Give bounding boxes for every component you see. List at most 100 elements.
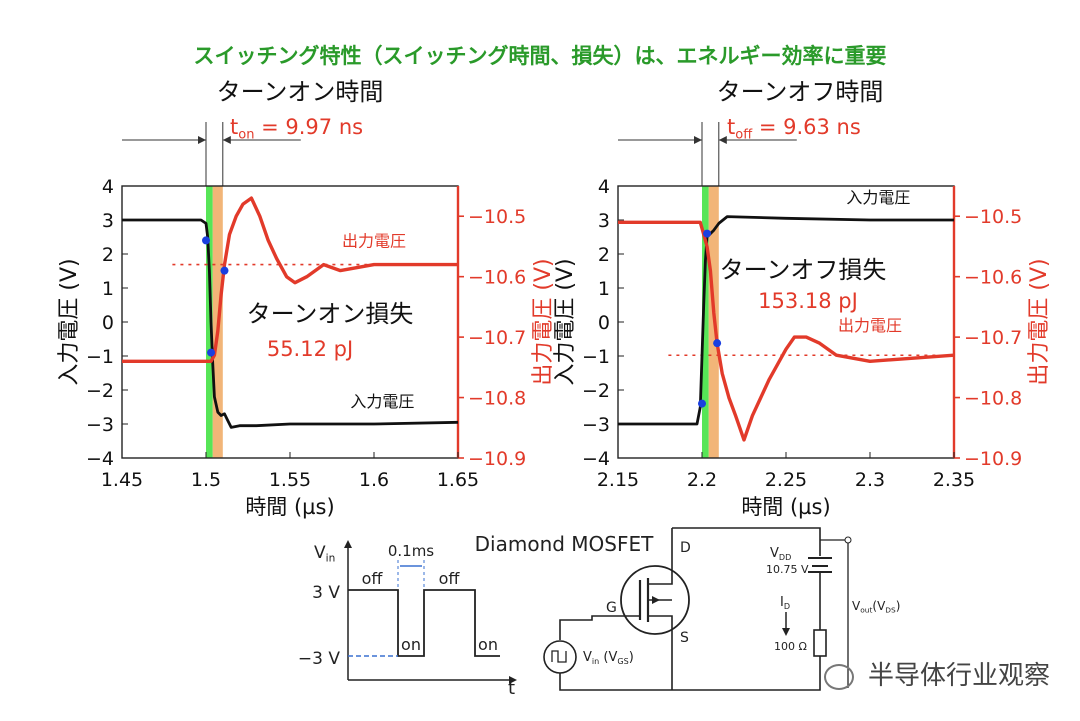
data-point-marker [202, 236, 210, 245]
chart-turn-off: ターンオフ時間 toff = 9.63 ns 4 3 2 1 0 −1 −2 −3 −4 −10.5 −… [553, 78, 1052, 519]
data-point-marker [713, 339, 722, 348]
vdd-value: 10.75 V [766, 563, 809, 576]
series-label: 出力電圧 [838, 316, 902, 335]
y-tick-label-left: 3 [102, 210, 114, 232]
series-label: 入力電圧 [350, 392, 414, 411]
supply-wire [672, 527, 821, 556]
x-tick-label: 1.65 [437, 469, 479, 491]
y-tick-label-right: −10.7 [964, 327, 1022, 349]
series-line-input [618, 215, 954, 426]
arrowhead [222, 136, 231, 144]
arrowhead [509, 676, 517, 684]
y-tick-label-left: 2 [102, 244, 114, 266]
y-tick-label-left: −4 [86, 448, 114, 470]
x-axis-label: 時間 (µs) [741, 495, 830, 519]
level-low-label: −3 V [298, 649, 340, 669]
series-label: 出力電圧 [342, 231, 406, 250]
y-tick-label-right: −10.9 [964, 448, 1022, 470]
band-green [206, 186, 213, 458]
chart-turn-on: ターンオン時間 ton = 9.97 ns 4 3 2 1 0 −1 −2 −3 −4 −10.5 −1… [57, 78, 556, 519]
y-tick-label-left: −2 [582, 380, 610, 402]
source-label: S [680, 630, 689, 646]
state-label-on: on [401, 635, 421, 654]
gate-wire [559, 615, 640, 640]
y-tick-label-left: 1 [102, 278, 114, 300]
arrowhead [694, 136, 702, 144]
chart-title: ターンオフ時間 [717, 78, 884, 106]
y-tick-label-left: 0 [102, 312, 114, 334]
y-tick-label-left: −1 [86, 346, 114, 368]
arrowhead [344, 540, 352, 548]
y-tick-label-left: −4 [582, 448, 610, 470]
y-axis-label-right: 出力電圧 (V) [1027, 258, 1052, 385]
level-high-label: 3 V [312, 583, 340, 603]
series-line-output [122, 196, 458, 363]
resistor [813, 629, 827, 657]
y-tick-label-left: 3 [598, 210, 610, 232]
state-label-on: on [478, 635, 498, 654]
x-tick-label: 1.55 [269, 469, 311, 491]
vout-label: Vout(VDS) [852, 599, 900, 615]
y-tick-label-right: −10.6 [964, 267, 1022, 289]
arrowhead [652, 596, 660, 604]
waveform-vin-label: Vin [314, 543, 335, 565]
source-voltage-label: Vin (VGS) [583, 650, 634, 666]
resistor-value: 100 Ω [774, 640, 807, 653]
y-axis-label-left: 入力電圧 (V) [553, 258, 578, 385]
loss-value: 55.12 pJ [267, 337, 353, 361]
x-tick-label: 1.5 [191, 469, 221, 491]
y-tick-label-right: −10.7 [468, 327, 526, 349]
y-axis-label-right: 出力電圧 (V) [531, 258, 556, 385]
series-line-output [618, 220, 955, 442]
data-point-marker [220, 266, 229, 275]
x-axis-label: 時間 (µs) [245, 495, 334, 519]
wechat-icon [823, 663, 854, 690]
pulse-waveform [348, 589, 500, 657]
arrowhead [782, 628, 790, 636]
diagram-title: Diamond MOSFET [475, 532, 654, 556]
data-point-marker [207, 348, 216, 357]
y-tick-label-left: −2 [86, 380, 114, 402]
data-point-marker [703, 229, 712, 238]
x-tick-label: 2.15 [597, 469, 639, 491]
time-annotation: toff = 9.63 ns [727, 115, 861, 143]
terminal [844, 536, 852, 544]
arrowhead [718, 136, 727, 144]
y-tick-label-left: −1 [582, 346, 610, 368]
data-point-marker [698, 399, 706, 408]
x-tick-label: 2.35 [933, 469, 975, 491]
plot-frame [617, 185, 955, 459]
gate-label: G [606, 600, 617, 616]
drain-current-label: ID [780, 595, 790, 611]
y-tick-label-right: −10.9 [468, 448, 526, 470]
state-label-off: off [362, 569, 384, 588]
loss-label: ターンオン損失 [247, 300, 414, 328]
state-label-off: off [439, 569, 461, 588]
y-tick-label-right: −10.6 [468, 267, 526, 289]
y-axis-label-left: 入力電圧 (V) [57, 258, 82, 385]
y-tick-label-left: 1 [598, 278, 610, 300]
drain-label: D [680, 540, 691, 556]
headline: スイッチング特性（スイッチング時間、損失）は、エネルギー効率に重要 [193, 44, 887, 68]
y-tick-label-left: −3 [582, 414, 610, 436]
y-tick-label-left: 2 [598, 244, 610, 266]
chart-title: ターンオン時間 [217, 78, 384, 106]
pulse-source-wave [551, 650, 567, 663]
loss-value: 153.18 pJ [758, 289, 858, 313]
band-green [702, 186, 709, 458]
return-wire [672, 656, 821, 691]
y-tick-label-left: 4 [598, 176, 610, 198]
y-tick-label-right: −10.8 [468, 388, 526, 410]
y-tick-label-left: 0 [598, 312, 610, 334]
time-axis-label: t [508, 678, 515, 699]
drain-wire [648, 528, 673, 585]
series-label: 入力電圧 [846, 188, 910, 207]
x-tick-label: 2.3 [855, 469, 885, 491]
y-tick-label-right: −10.8 [964, 388, 1022, 410]
x-tick-label: 2.2 [687, 469, 717, 491]
series-line-input [122, 218, 459, 429]
loss-label: ターンオフ損失 [720, 256, 887, 284]
pulse-width-label: 0.1ms [388, 542, 434, 560]
y-tick-label-right: −10.5 [468, 206, 526, 228]
